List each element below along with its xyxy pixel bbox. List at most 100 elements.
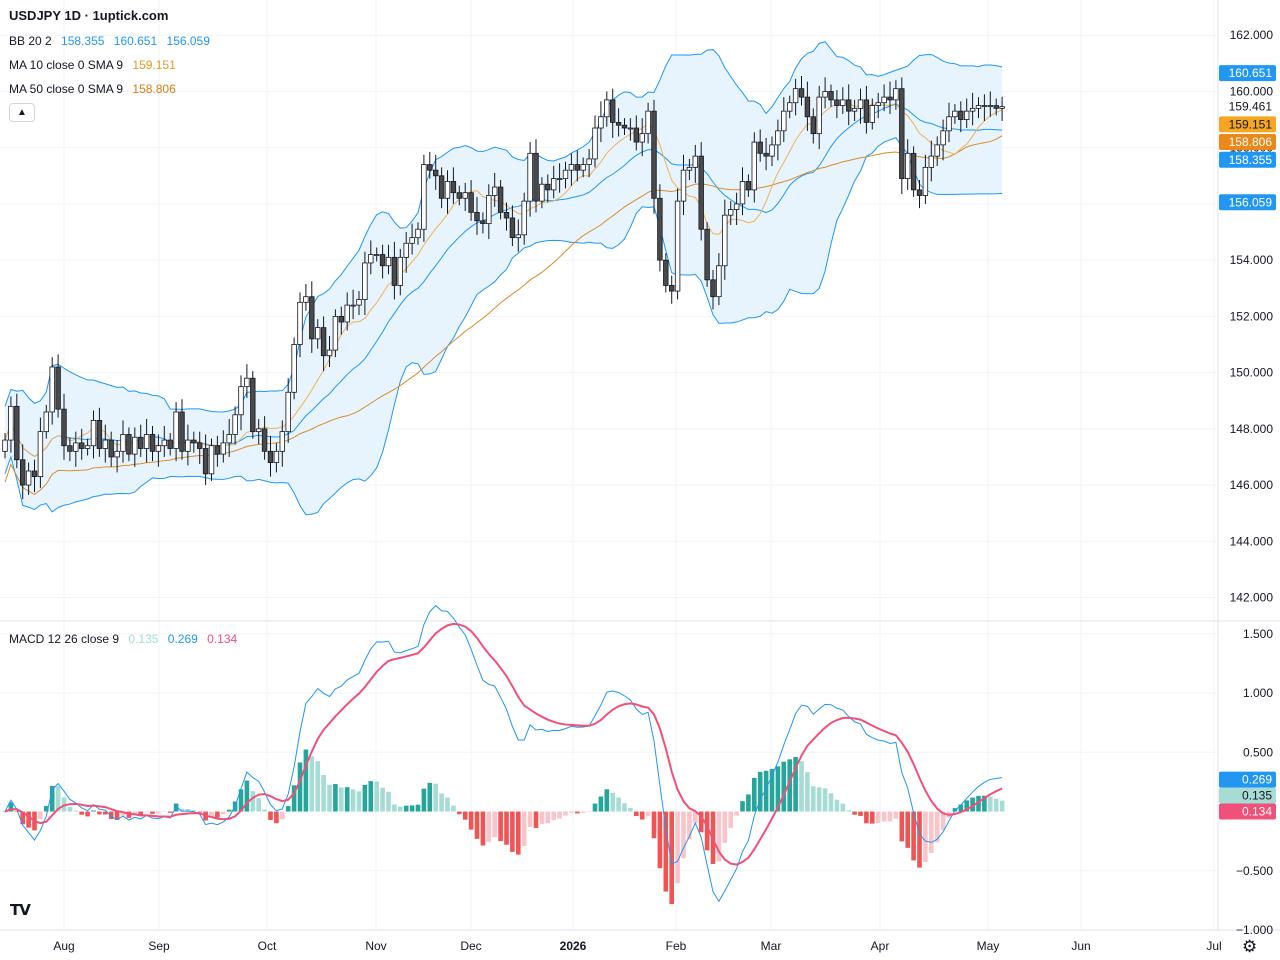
candle-body [96,419,103,449]
macd-hist-bar [846,810,851,812]
candle [633,115,639,151]
price-tick-label: 146.000 [1230,478,1274,492]
bb-lower-line [4,137,1003,516]
macd-hist-bar [604,789,610,812]
macd-hist-bar [893,811,899,819]
macd-hist-bar [905,811,910,848]
bb-legend[interactable]: BB 20 2 158.355 160.651 156.059 [9,34,216,48]
candle [580,157,586,178]
candle-body [875,102,881,106]
macd-hist-bar [999,800,1005,812]
candle [834,90,840,119]
ma10-value: 159.151 [132,58,176,72]
candle-body [456,192,462,199]
macd-tick-label: −0.500 [1236,864,1273,878]
macd-tag: 0.135 [1219,787,1276,804]
candle [792,78,799,116]
candle [320,316,327,372]
candle-body [792,88,799,104]
macd-hist-bar [628,808,633,812]
candle-body [521,200,527,236]
candle-body [486,195,492,225]
candle-body [586,158,592,165]
candle-body [716,265,722,298]
candle-body [887,96,893,101]
macd-hist-bar [811,786,816,812]
candle-body [745,181,752,191]
macd-hist-bar [91,810,96,812]
candle-body [680,169,687,202]
candle-body [31,470,38,478]
candle-body [326,349,333,357]
symbol-title[interactable]: USDJPY 1D · 1uptick.com [9,8,169,23]
candle [279,420,285,467]
candle [657,184,663,272]
candle [981,94,988,121]
candle-body [568,164,575,171]
candle-body [621,124,628,129]
collapse-legend-button[interactable]: ▲ [9,103,35,122]
candle-body [368,254,374,264]
candle-body [946,116,952,132]
candle [137,424,144,457]
candle [893,80,899,110]
candle-body [704,228,710,281]
macd-line [4,604,1003,903]
candle-body [438,175,445,199]
candle-body [19,459,26,486]
candle-body [409,237,415,244]
candle-body [37,431,44,478]
candle [592,115,598,168]
candle-body [279,431,285,452]
candle-body [297,301,303,345]
price-tag: 159.151 [1219,116,1276,133]
candle [875,92,881,119]
macd-hist-bar [521,811,527,847]
candle-body [403,242,409,258]
candle [161,426,167,457]
candle [621,118,628,136]
macd-legend[interactable]: MACD 12 26 close 9 0.135 0.269 0.134 [9,632,243,646]
candle-body [692,155,698,168]
candle-body [964,110,970,120]
macd-hist-bar [114,811,120,820]
candle [887,81,893,114]
candle [964,98,970,129]
macd-hist-bar [474,811,480,839]
time-label: Jul [1206,939,1221,953]
macd-hist-bar [822,788,828,812]
ma50-legend[interactable]: MA 50 close 0 SMA 9 158.806 [9,82,182,96]
macd-hist-bar [781,761,787,812]
macd-hist-bar [14,811,20,813]
macd-hist-bar [917,811,922,868]
candle [975,97,982,119]
candle-body [79,442,85,449]
ma10-legend[interactable]: MA 10 close 0 SMA 9 159.151 [9,58,182,72]
candle-body [893,88,899,101]
macd-hist-bar [179,808,185,812]
candle [232,406,238,445]
candle-body [255,428,262,433]
macd-hist-bar [185,809,191,812]
candle [680,154,687,216]
macd-tag-bg [1219,803,1276,820]
time-label: May [977,939,1000,953]
macd-hist-bar [752,777,757,812]
candle [191,431,197,453]
macd-hist-bar [386,791,391,812]
price-tick-label: 154.000 [1230,253,1274,267]
candle-body [905,152,911,180]
price-tag: 156.059 [1219,194,1276,211]
candle [55,354,61,418]
candle [562,161,569,189]
macd-hist-bar [681,811,686,859]
candle-body [922,166,929,196]
candle-body [775,130,781,146]
candle-body [574,164,580,171]
candle [421,154,427,242]
candle [533,139,539,213]
tradingview-logo[interactable]: TV [10,901,31,919]
gear-icon[interactable]: ⚙ [1242,937,1258,956]
candle-body [250,377,256,433]
